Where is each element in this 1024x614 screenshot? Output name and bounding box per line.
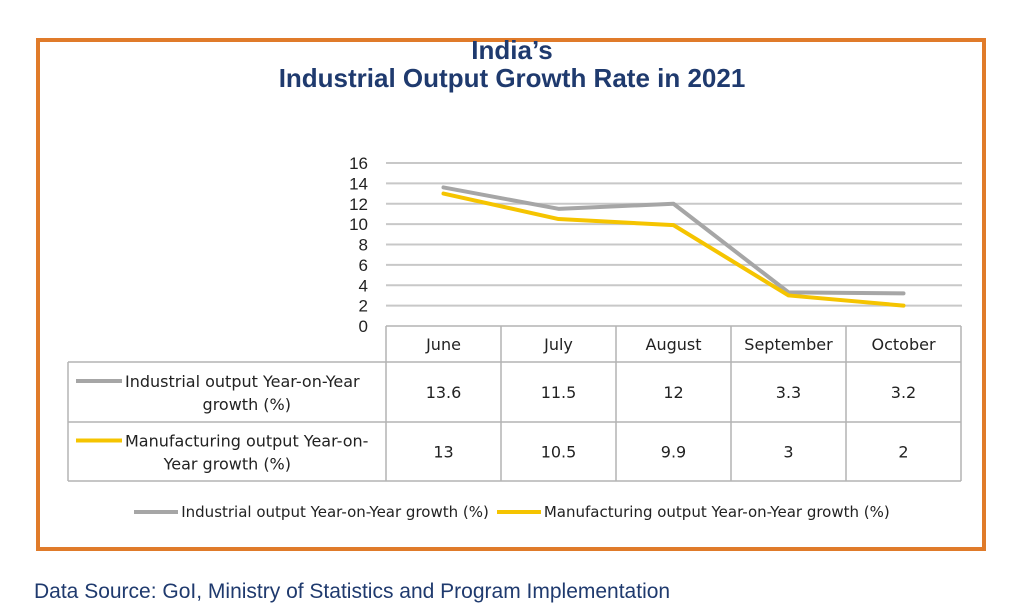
y-tick-label: 14 (349, 174, 368, 193)
data-value-label: 3 (783, 443, 793, 462)
y-tick-label: 6 (359, 256, 368, 275)
y-tick-label: 16 (349, 154, 368, 173)
series-line (441, 185, 906, 296)
y-tick-label: 10 (349, 215, 368, 234)
y-tick-label: 4 (359, 276, 368, 295)
chart-title-line-2: Industrial Output Growth Rate in 2021 (278, 63, 746, 93)
y-tick-label: 12 (349, 195, 368, 214)
legend-swatch-industrial (134, 510, 179, 514)
legend-item-manufacturing: Manufacturing output Year-on-Year growth… (496, 503, 890, 521)
y-tick-label: 8 (359, 236, 368, 255)
x-category-label: July (543, 335, 573, 354)
legend-swatch-manufacturing (496, 510, 541, 514)
x-category-label: October (871, 335, 935, 354)
data-value-label: 2 (898, 443, 908, 462)
legend-label-manufacturing: Manufacturing output Year-on-Year growth… (543, 503, 890, 521)
data-value-label: 3.3 (776, 383, 801, 402)
data-value-label: 11.5 (541, 383, 577, 402)
data-value-label: 13 (433, 443, 453, 462)
x-category-label: September (744, 335, 833, 354)
data-value-label: 10.5 (541, 443, 577, 462)
row-series-label: growth (%) (203, 395, 291, 414)
y-tick-label: 2 (359, 297, 368, 316)
data-value-label: 13.6 (426, 383, 462, 402)
legend-item-industrial: Industrial output Year-on-Year growth (%… (134, 503, 489, 521)
row-series-label: Industrial output Year-on-Year (125, 372, 360, 391)
x-category-label: August (646, 335, 702, 354)
y-tick-label: 0 (359, 317, 368, 336)
row-series-label: Manufacturing output Year-on- (125, 432, 368, 451)
x-category-label: June (425, 335, 461, 354)
data-source-note: Data Source: GoI, Ministry of Statistics… (34, 580, 671, 603)
series-line (441, 191, 906, 308)
legend-label-industrial: Industrial output Year-on-Year growth (%… (181, 503, 489, 521)
data-value-label: 9.9 (661, 443, 686, 462)
chart-title-line-1: India’s (471, 35, 553, 65)
chart-title: India’s Industrial Output Growth Rate in… (0, 36, 1024, 92)
data-value-label: 12 (663, 383, 683, 402)
row-series-label: Year growth (%) (163, 455, 291, 474)
legend: Industrial output Year-on-Year growth (%… (0, 503, 1024, 521)
data-value-label: 3.2 (891, 383, 916, 402)
